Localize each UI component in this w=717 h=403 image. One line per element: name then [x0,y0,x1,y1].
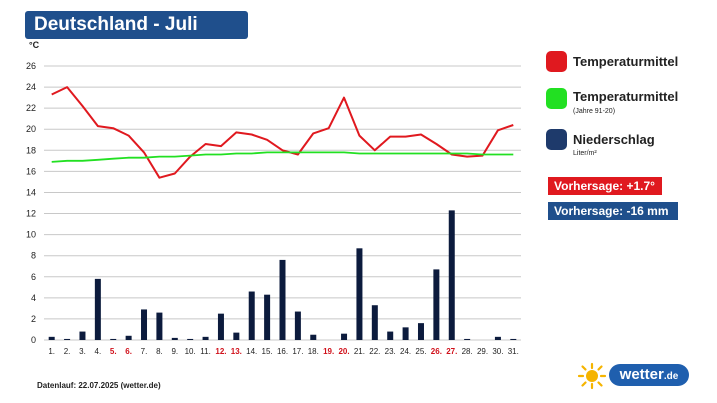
x-tick-label: 10. [185,347,196,356]
precip-bar [448,210,455,340]
x-tick-label: 18. [308,347,319,356]
y-tick-label: 22 [26,103,36,113]
x-tick-label: 19. [323,347,334,356]
x-tick-label: 15. [262,347,273,356]
precip-bar [125,335,132,340]
x-tick-label: 13. [231,347,242,356]
x-tick-label: 27. [446,347,457,356]
precip-bar [494,336,501,340]
precip-bar [356,248,363,340]
x-tick-label: 6. [125,347,132,356]
y-tick-label: 24 [26,82,36,92]
x-tick-label: 3. [79,347,86,356]
y-tick-label: 16 [26,166,36,176]
y-tick-label: 20 [26,124,36,134]
x-tick-label: 2. [64,347,71,356]
precip-bar [464,338,471,340]
temperature-forecast-badge: Vorhersage: +1.7° [548,177,662,195]
logo-text: wetter [619,366,664,383]
precip-bar [279,259,286,340]
precip-bar [202,336,209,340]
precip-bar [402,327,409,340]
precip-bar [510,338,517,340]
legend-precipitation-swatch [546,129,567,150]
legend-temperature-swatch [546,51,567,72]
y-tick-label: 4 [31,293,36,303]
x-tick-label: 23. [385,347,396,356]
precip-bar [341,333,348,340]
data-run-footer: Datenlauf: 22.07.2025 (wetter.de) [37,381,161,390]
precip-bar [371,305,378,340]
precipitation-forecast-badge: Vorhersage: -16 mm [548,202,678,220]
precip-bar [141,309,148,340]
y-tick-label: 26 [26,61,36,71]
precip-bar [156,312,163,340]
x-tick-label: 17. [292,347,303,356]
legend-precipitation-unit: Liter/m² [573,150,597,157]
precip-bar [233,332,240,340]
chart-title: Deutschland - Juli [25,11,248,39]
x-tick-label: 1. [48,347,55,356]
x-tick-label: 24. [400,347,411,356]
x-tick-label: 11. [200,347,211,356]
precip-bar [79,331,86,340]
precip-bar [48,336,55,340]
x-tick-label: 8. [156,347,163,356]
legend-normal-swatch [546,88,567,109]
normal-temperature-line [51,151,514,163]
precip-bar [417,323,424,340]
y-tick-label: 14 [26,187,36,197]
y-axis-label: °C [29,40,40,50]
precip-bar [294,311,301,340]
y-tick-label: 12 [26,209,36,219]
precip-bar [187,338,194,340]
legend-normal-sublabel: (Jahre 91-20) [573,108,616,115]
precip-bar [217,313,224,340]
precip-bar [171,337,178,340]
x-tick-label: 16. [277,347,288,356]
logo-wordmark: wetter.de [609,364,689,386]
x-tick-label: 7. [141,347,148,356]
x-tick-label: 30. [492,347,503,356]
legend-precipitation-label: Niederschlag [573,132,655,147]
x-tick-label: 4. [95,347,102,356]
y-tick-label: 2 [31,314,36,324]
legend-normal-label: Temperaturmittel [573,89,679,104]
x-tick-label: 31. [508,347,519,356]
x-tick-label: 21. [354,347,365,356]
y-tick-label: 8 [31,251,36,261]
precip-bar [387,331,394,340]
y-tick-label: 6 [31,272,36,282]
x-tick-label: 26. [431,347,442,356]
x-tick-label: 25. [415,347,426,356]
wetter-de-logo[interactable]: wetter.de [577,362,689,390]
x-tick-label: 28. [462,347,473,356]
legend-temperature-label: Temperaturmittel [573,54,679,69]
y-tick-label: 10 [26,230,36,240]
x-tick-label: 9. [171,347,178,356]
temperature-line [51,86,514,179]
precip-bar [264,294,271,340]
x-tick-label: 20. [338,347,349,356]
x-tick-label: 14. [246,347,257,356]
y-tick-label: 18 [26,145,36,155]
logo-suffix: .de [663,371,679,382]
precip-bar [433,269,440,340]
y-tick-label: 0 [31,335,36,345]
x-tick-label: 22. [369,347,380,356]
x-tick-label: 29. [477,347,488,356]
precip-bar [310,334,317,340]
x-tick-label: 12. [215,347,226,356]
sun-icon [577,362,607,390]
precip-bar [94,278,101,340]
precip-bar [248,291,255,340]
x-tick-label: 5. [110,347,117,356]
precip-bar [110,338,117,340]
precip-bar [64,338,71,340]
